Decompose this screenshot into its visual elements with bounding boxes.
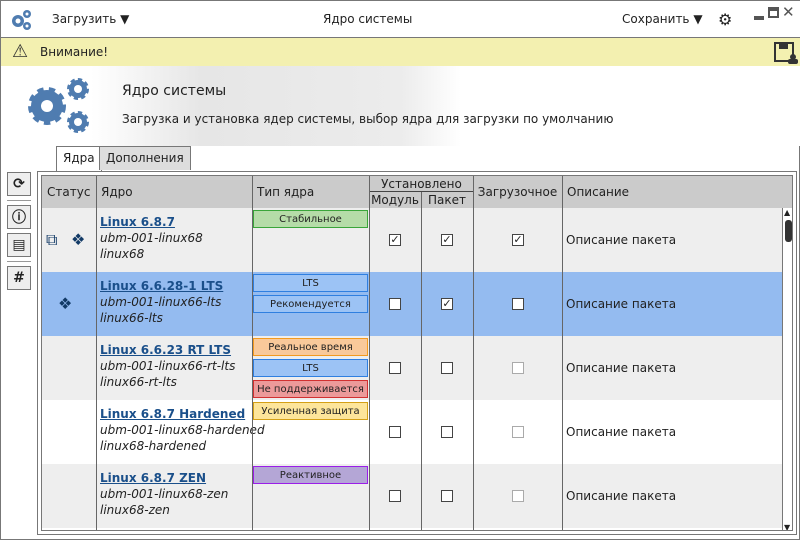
- kernel-name-link[interactable]: Linux 6.8.7 ZEN: [100, 471, 207, 485]
- close-button[interactable]: ✕: [782, 3, 795, 21]
- divider: [7, 200, 31, 201]
- scroll-down-icon[interactable]: ▼: [784, 523, 791, 531]
- package-checkbox[interactable]: ✓: [441, 297, 453, 310]
- package-icon: ❖: [71, 230, 86, 249]
- kernel-package: ubm-001-linux66-rt-lts: [100, 359, 236, 373]
- page-title: Ядро системы: [122, 83, 227, 99]
- module-checkbox[interactable]: [389, 362, 401, 374]
- kernel-type-badge: Стабильное: [253, 210, 368, 228]
- description-text: Описание пакета: [566, 489, 677, 503]
- boot-checkbox: [512, 426, 524, 438]
- kernel-name-link[interactable]: Linux 6.6.28-1 LTS: [100, 279, 224, 293]
- divider: [7, 261, 31, 262]
- package-checkbox[interactable]: [441, 490, 453, 502]
- table-row[interactable]: Linux 6.8.7 ZEN ubm-001-linux68-zen linux6…: [42, 464, 782, 528]
- load-menu-label: Загрузить: [52, 12, 117, 26]
- description-text: Описание пакета: [566, 361, 677, 375]
- boot-checkbox[interactable]: [512, 298, 524, 310]
- page-subtitle: Загрузка и установка ядер системы, выбор…: [122, 112, 614, 126]
- package-icon: ❖: [58, 294, 73, 313]
- table-row[interactable]: Linux 6.8.7 Hardened ubm-001-linux68-hard…: [42, 400, 782, 464]
- package-checkbox[interactable]: [441, 426, 453, 438]
- kernel-package: ubm-001-linux68-hardened: [100, 423, 265, 437]
- warning-bar: ⚠ Внимание!: [1, 38, 800, 66]
- title-bar: Загрузить ▼ Ядро системы Сохранить ▼ ⚙ ✕: [1, 1, 800, 38]
- boot-checkbox: [512, 362, 524, 374]
- save-menu-label: Сохранить: [622, 12, 690, 26]
- module-checkbox[interactable]: [389, 426, 401, 438]
- description-text: Описание пакета: [566, 297, 677, 311]
- kernel-package: ubm-001-linux68: [100, 231, 203, 245]
- column-header-status[interactable]: Статус: [42, 176, 96, 208]
- warning-text: Внимание!: [40, 45, 109, 59]
- boot-checkbox: [512, 490, 524, 502]
- kernel-short-name: linux66-rt-lts: [100, 375, 177, 389]
- chevron-down-icon: ▼: [693, 12, 703, 26]
- kernel-type-badge: Рекомендуется: [253, 295, 368, 313]
- module-checkbox[interactable]: [389, 298, 401, 310]
- boot-checkbox[interactable]: ✓: [512, 233, 524, 246]
- package-checkbox[interactable]: ✓: [441, 233, 453, 246]
- table-row[interactable]: ⧉ ❖ Linux 6.8.7 ubm-001-linux68 linux68 Стаби…: [42, 208, 782, 272]
- save-menu[interactable]: Сохранить ▼: [622, 12, 703, 26]
- kernel-package: ubm-001-linux66-lts: [100, 295, 222, 309]
- hash-button[interactable]: #: [7, 266, 31, 290]
- column-header-description[interactable]: Описание: [562, 176, 792, 208]
- column-header-package[interactable]: Пакет: [421, 192, 473, 208]
- kernels-table: ⧉ ❖ Linux 6.8.7 ubm-001-linux68 linux68 Стаби…: [37, 171, 797, 535]
- kernel-name-link[interactable]: Linux 6.8.7: [100, 215, 175, 229]
- page-header: Ядро системы Загрузка и установка ядер с…: [1, 66, 800, 146]
- warning-icon: ⚠: [12, 41, 29, 62]
- kernel-name-link[interactable]: Linux 6.6.23 RT LTS: [100, 343, 232, 357]
- kernel-type-badge: Не поддерживается: [253, 380, 368, 398]
- refresh-button[interactable]: ⟳: [7, 172, 31, 196]
- save-icon[interactable]: [774, 42, 798, 64]
- window-title: Ядро системы: [323, 12, 413, 26]
- kernel-type-badge: LTS: [253, 274, 368, 292]
- tab-label: Дополнения: [106, 151, 184, 165]
- app-gears-icon: [12, 10, 31, 30]
- column-header-boot[interactable]: Загрузочное: [473, 176, 562, 208]
- kernel-name-link[interactable]: Linux 6.8.7 Hardened: [100, 407, 246, 421]
- scrollbar-thumb[interactable]: [785, 220, 792, 242]
- table-row[interactable]: Linux 6.6.23 RT LTS ubm-001-linux66-rt-lt…: [42, 336, 782, 400]
- module-checkbox[interactable]: [389, 490, 401, 502]
- table-row[interactable]: ❖ Linux 6.6.28-1 LTS ubm-001-linux66-lts li…: [42, 272, 782, 336]
- kernel-short-name: linux68: [100, 247, 145, 261]
- kernel-package: ubm-001-linux68-zen: [100, 487, 229, 501]
- scroll-up-icon[interactable]: ▲: [784, 208, 791, 217]
- kernel-short-name: linux68-zen: [100, 503, 170, 517]
- minimize-button[interactable]: [754, 16, 764, 20]
- info-button[interactable]: ⓘ: [7, 205, 31, 229]
- kernel-type-badge: LTS: [253, 359, 368, 377]
- kernel-short-name: linux66-lts: [100, 311, 163, 325]
- document-button[interactable]: ▤: [7, 233, 31, 257]
- gears-icon: [28, 78, 89, 133]
- kernel-type-badge: Реальное время: [253, 338, 368, 356]
- modules-icon: ⧉: [46, 230, 58, 249]
- scrollbar[interactable]: ▲ ▼: [782, 208, 792, 531]
- kernel-type-badge: Реактивное: [253, 466, 368, 484]
- module-checkbox[interactable]: ✓: [389, 233, 401, 246]
- description-text: Описание пакета: [566, 233, 677, 247]
- package-checkbox[interactable]: [441, 362, 453, 374]
- tab-label: Ядра: [63, 151, 95, 165]
- chevron-down-icon: ▼: [120, 12, 130, 26]
- column-header-module[interactable]: Модуль: [369, 192, 421, 208]
- column-header-kernel[interactable]: Ядро: [96, 176, 252, 208]
- load-menu[interactable]: Загрузить ▼: [52, 12, 129, 26]
- tab-extras[interactable]: Дополнения: [99, 146, 191, 170]
- gear-icon[interactable]: ⚙: [718, 10, 733, 29]
- tab-kernels[interactable]: Ядра: [56, 146, 102, 172]
- description-text: Описание пакета: [566, 425, 677, 439]
- column-header-type[interactable]: Тип ядра: [252, 176, 369, 208]
- column-header-installed: Установлено: [369, 176, 473, 192]
- maximize-button[interactable]: [768, 7, 779, 18]
- kernel-short-name: linux68-hardened: [100, 439, 207, 453]
- kernel-type-badge: Усиленная защита: [253, 402, 368, 420]
